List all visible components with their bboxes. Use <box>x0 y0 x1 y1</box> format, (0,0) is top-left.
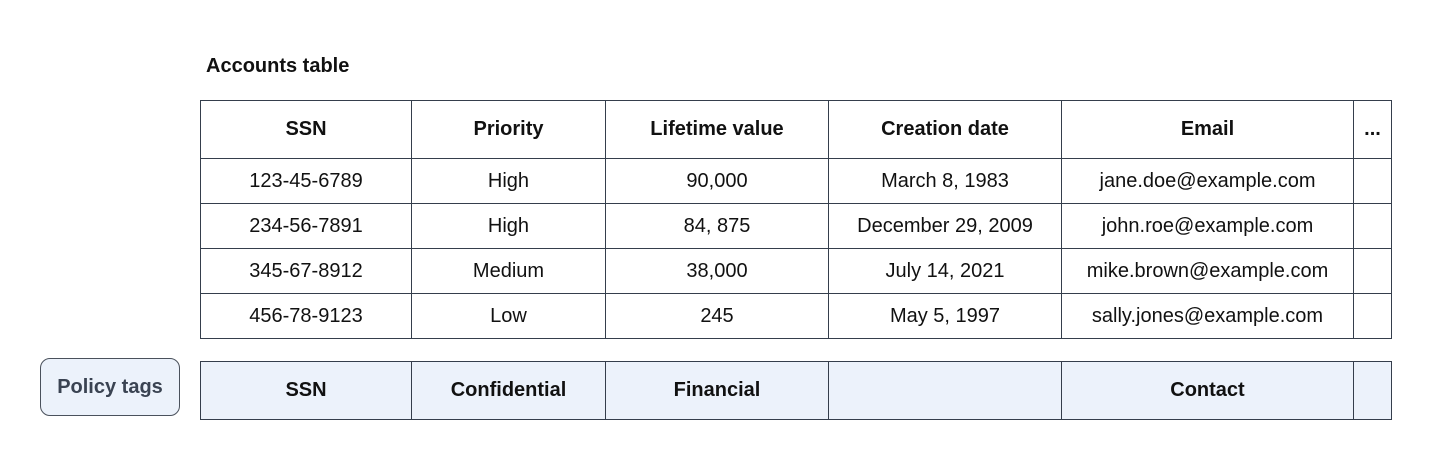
cell-priority: High <box>411 158 606 204</box>
cell-lifetime-value: 90,000 <box>605 158 829 204</box>
accounts-table-title: Accounts table <box>206 55 350 77</box>
table-row: 123-45-6789 High 90,000 March 8, 1983 jane.d… <box>200 158 1392 204</box>
cell-lifetime-value: 38,000 <box>605 248 829 294</box>
accounts-table-body: 123-45-6789 High 90,000 March 8, 1983 jane.d… <box>200 158 1392 339</box>
cell-email: jane.doe@example.com <box>1061 158 1354 204</box>
accounts-table-header-row: SSN Priority Lifetime value Creation date Em… <box>200 100 1392 159</box>
cell-priority: High <box>411 203 606 249</box>
cell-creation-date: March 8, 1983 <box>828 158 1062 204</box>
table-row: 345-67-8912 Medium 38,000 July 14, 2021 mike… <box>200 248 1392 294</box>
cell-ssn: 456-78-9123 <box>200 293 412 339</box>
policy-tag-cell-ssn: SSN <box>200 361 412 420</box>
cell-ssn: 345-67-8912 <box>200 248 412 294</box>
column-header-lifetime-value: Lifetime value <box>605 100 829 159</box>
table-row: 234-56-7891 High 84, 875 December 29, 2009 j… <box>200 203 1392 249</box>
cell-lifetime-value: 84, 875 <box>605 203 829 249</box>
cell-creation-date: July 14, 2021 <box>828 248 1062 294</box>
policy-tag-cell-creation-date <box>828 361 1062 420</box>
cell-more <box>1353 158 1392 204</box>
policy-tag-cell-more <box>1353 361 1392 420</box>
policy-tags-cells-row: SSN Confidential Financial Contact <box>200 361 1392 420</box>
cell-creation-date: May 5, 1997 <box>828 293 1062 339</box>
accounts-table: SSN Priority Lifetime value Creation date Em… <box>200 100 1392 339</box>
cell-creation-date: December 29, 2009 <box>828 203 1062 249</box>
policy-tag-cell-priority: Confidential <box>411 361 606 420</box>
cell-more <box>1353 293 1392 339</box>
cell-email: mike.brown@example.com <box>1061 248 1354 294</box>
table-row: 456-78-9123 Low 245 May 5, 1997 sally.jones@… <box>200 293 1392 339</box>
column-header-priority: Priority <box>411 100 606 159</box>
policy-tags-chip: Policy tags <box>40 358 180 416</box>
cell-priority: Medium <box>411 248 606 294</box>
policy-tag-cell-lifetime-value: Financial <box>605 361 829 420</box>
cell-ssn: 234-56-7891 <box>200 203 412 249</box>
policy-tags-label: Policy tags <box>57 375 163 398</box>
cell-more <box>1353 248 1392 294</box>
column-header-creation-date: Creation date <box>828 100 1062 159</box>
cell-ssn: 123-45-6789 <box>200 158 412 204</box>
cell-more <box>1353 203 1392 249</box>
policy-tag-cell-email: Contact <box>1061 361 1354 420</box>
cell-priority: Low <box>411 293 606 339</box>
column-header-more: ... <box>1353 100 1392 159</box>
cell-lifetime-value: 245 <box>605 293 829 339</box>
cell-email: john.roe@example.com <box>1061 203 1354 249</box>
column-header-email: Email <box>1061 100 1354 159</box>
cell-email: sally.jones@example.com <box>1061 293 1354 339</box>
policy-tags-row: SSN Confidential Financial Contact <box>200 361 1392 420</box>
column-header-ssn: SSN <box>200 100 412 159</box>
